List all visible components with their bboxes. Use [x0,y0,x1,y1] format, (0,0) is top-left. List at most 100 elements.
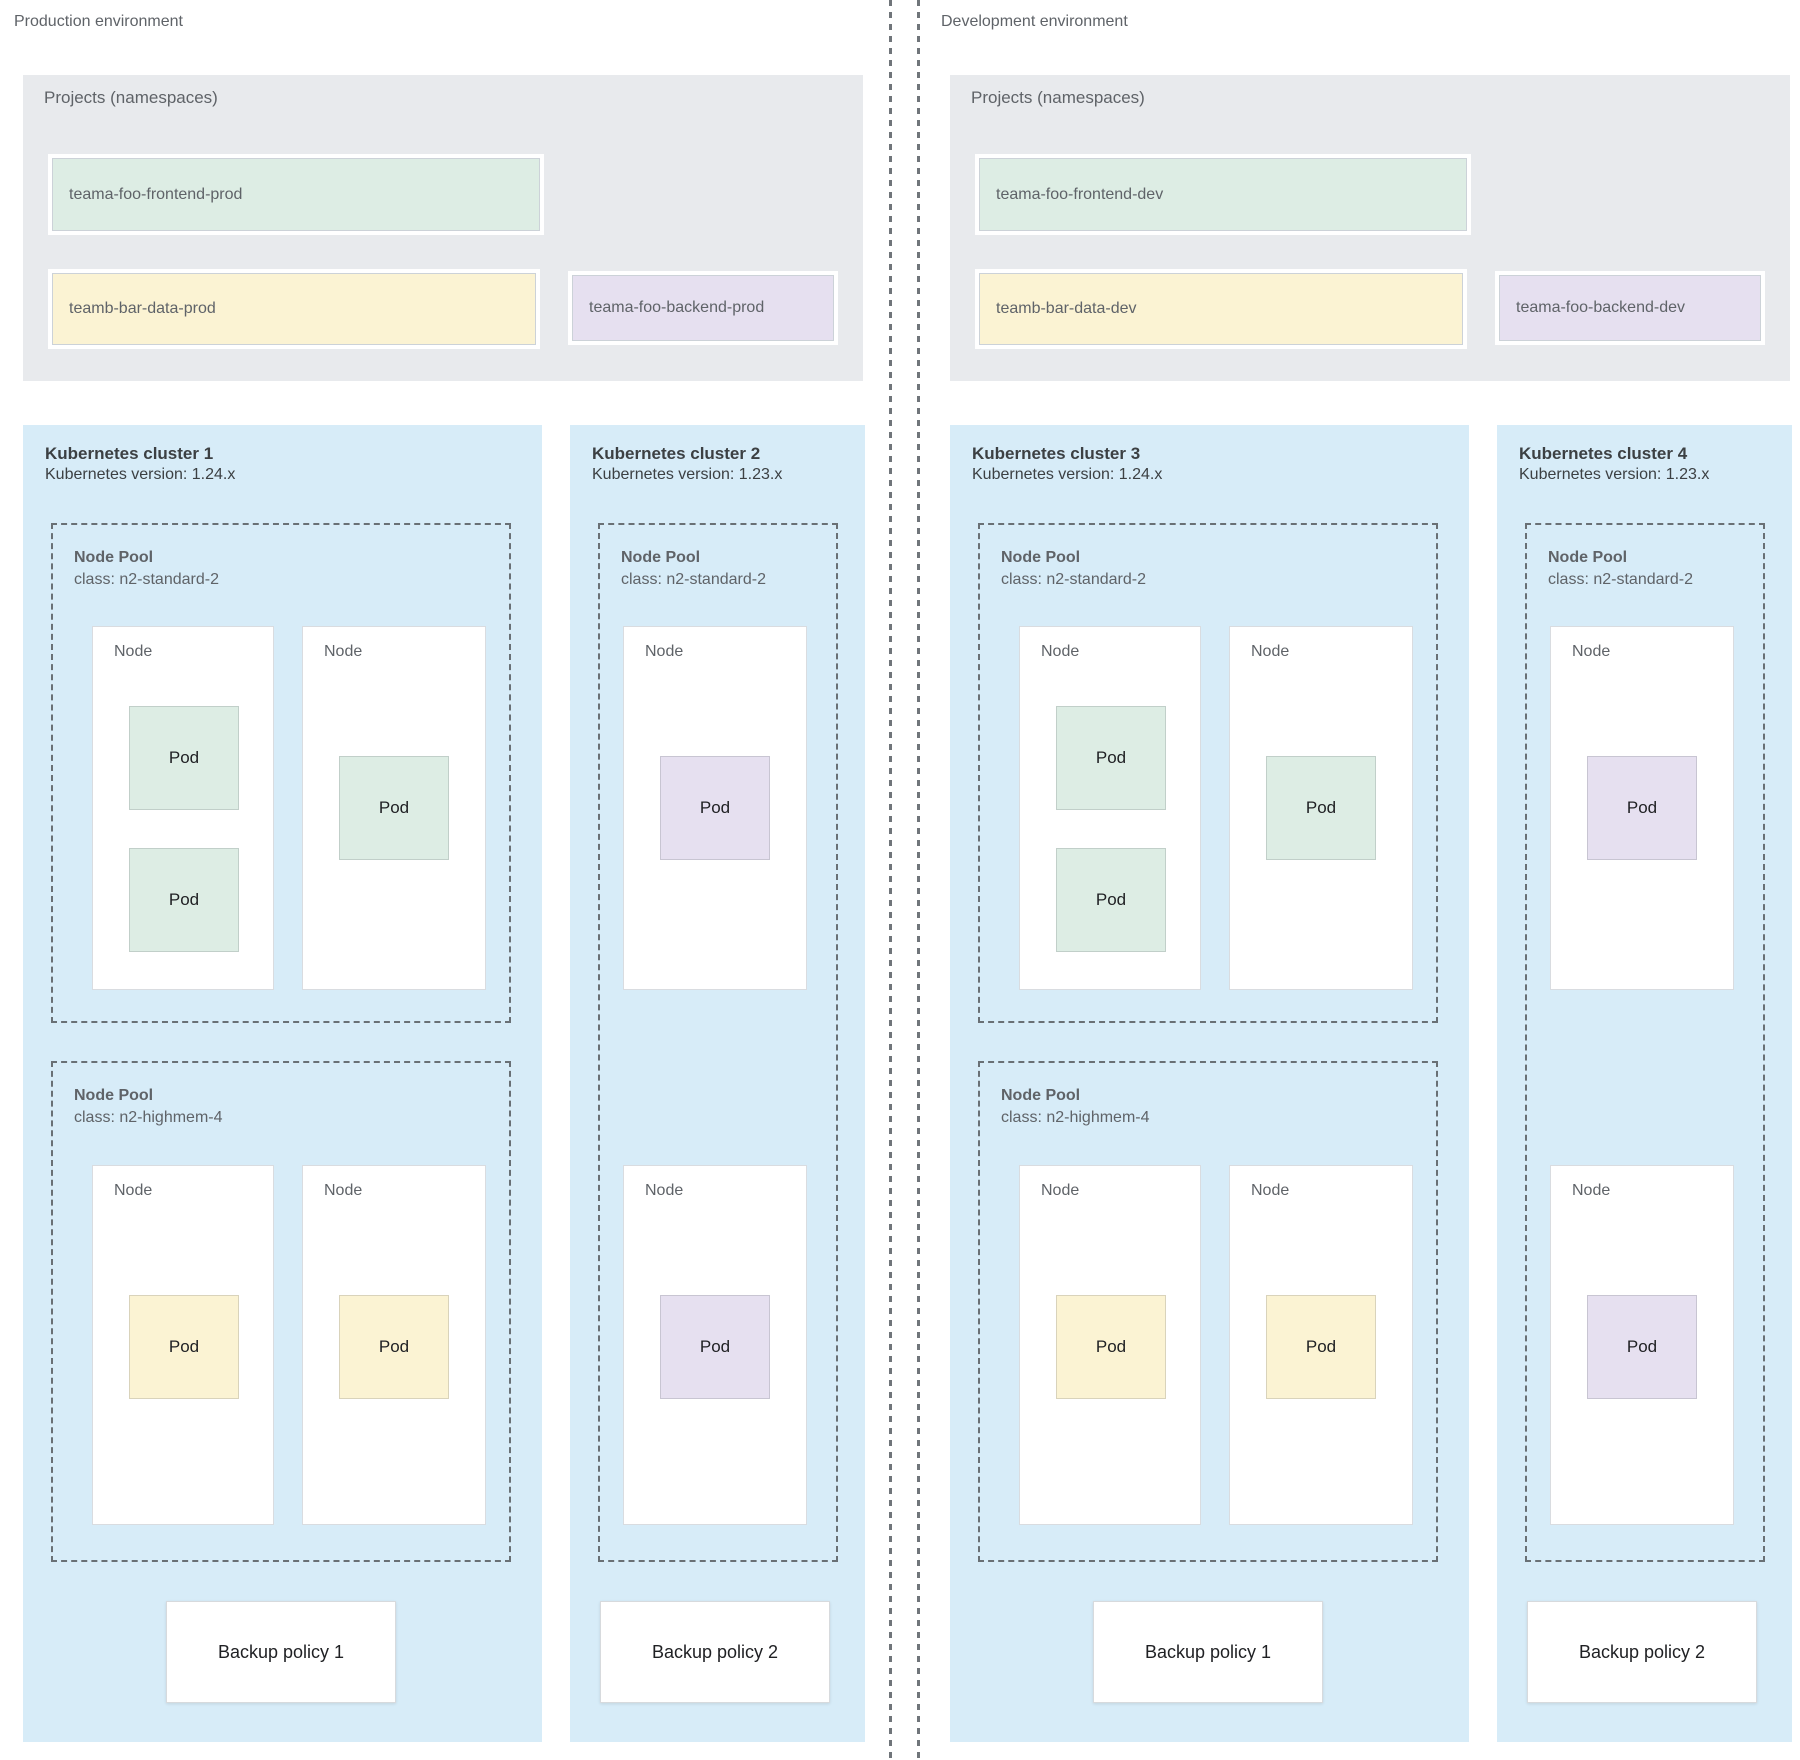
node-pool-title: Node Pool [1001,549,1081,566]
pod-label: Pod [168,1337,200,1356]
node-label: Node [324,1182,363,1199]
node-pool-title: Node Pool [1001,1087,1081,1104]
pod-label: Pod [1305,798,1337,817]
node-pool-class: class: n2-highmem-4 [74,1109,223,1126]
pod: Pod [129,706,239,810]
node: Node Pod [1550,1165,1734,1525]
project-chip: teama-foo-frontend-prod [48,154,544,235]
project-name: teamb-bar-data-dev [996,300,1137,317]
node-pool-class: class: n2-standard-2 [1548,571,1693,588]
node-label: Node [114,643,153,660]
node: Node Pod [1229,1165,1413,1525]
backup-policy: Backup policy 2 [1527,1601,1757,1703]
node-label: Node [645,643,684,660]
node: Node Pod [623,626,807,990]
node-label: Node [1572,643,1611,660]
pod-label: Pod [699,1337,731,1356]
pod-label: Pod [168,748,200,767]
pod-label: Pod [378,798,410,817]
kubernetes-cluster-3: Kubernetes cluster 3 Kubernetes version:… [950,425,1469,1742]
node: Node Pod [1550,626,1734,990]
pod: Pod [339,1295,449,1399]
project-name: teamb-bar-data-prod [69,300,216,317]
pod: Pod [1266,756,1376,860]
node-pool-title: Node Pool [74,549,154,566]
environment-label: Development environment [941,13,1128,30]
cluster-version: Kubernetes version: 1.23.x [592,466,783,483]
node-pool-class: class: n2-standard-2 [621,571,766,588]
backup-policy-label: Backup policy 1 [217,1641,345,1662]
project-chip: teamb-bar-data-prod [48,269,540,349]
pod: Pod [1266,1295,1376,1399]
pod: Pod [1056,706,1166,810]
node-pool: Node Pool class: n2-highmem-4 Node Pod N… [978,1061,1438,1562]
cluster-version: Kubernetes version: 1.24.x [45,466,236,483]
node-label: Node [1572,1182,1611,1199]
pod: Pod [1587,1295,1697,1399]
node: Node Pod Pod [92,626,274,990]
project-chip: teamb-bar-data-dev [975,269,1467,349]
kubernetes-cluster-4: Kubernetes cluster 4 Kubernetes version:… [1497,425,1792,1742]
node: Node Pod [1229,626,1413,990]
projects-panel-title: Projects (namespaces) [44,88,218,107]
projects-panel-title: Projects (namespaces) [971,88,1145,107]
node: Node Pod [302,1165,486,1525]
pod-label: Pod [1626,798,1658,817]
node-label: Node [1041,1182,1080,1199]
environment-divider-line-left [889,0,892,1760]
pod: Pod [129,1295,239,1399]
node: Node Pod [302,626,486,990]
project-chip: teama-foo-backend-dev [1495,271,1765,345]
pod: Pod [660,756,770,860]
pod: Pod [129,848,239,952]
project-name: teama-foo-backend-prod [589,299,765,316]
project-name: teama-foo-frontend-dev [996,185,1164,203]
cluster-title: Kubernetes cluster 1 [45,444,214,463]
project-name: teama-foo-frontend-prod [69,185,243,203]
projects-panel: Projects (namespaces) teama-foo-frontend… [23,75,863,381]
backup-policy: Backup policy 2 [600,1601,830,1703]
cluster-title: Kubernetes cluster 4 [1519,444,1688,463]
node-pool: Node Pool class: n2-highmem-4 Node Pod N… [51,1061,511,1562]
backup-policy: Backup policy 1 [166,1601,396,1703]
pod: Pod [1056,848,1166,952]
node: Node Pod [1019,1165,1201,1525]
cluster-title: Kubernetes cluster 2 [592,444,761,463]
node-label: Node [114,1182,153,1199]
cluster-title: Kubernetes cluster 3 [972,444,1141,463]
pod-label: Pod [699,798,731,817]
development-environment: Development environment Projects (namesp… [927,0,1800,1760]
project-chip: teama-foo-frontend-dev [975,154,1471,235]
node-pool: Node Pool class: n2-standard-2 Node Pod … [598,523,838,1562]
node-label: Node [1041,643,1080,660]
node-pool-title: Node Pool [1548,549,1628,566]
node-pool: Node Pool class: n2-standard-2 Node Pod … [978,523,1438,1023]
node-pool-title: Node Pool [74,1087,154,1104]
pod-label: Pod [1305,1337,1337,1356]
node-pool-title: Node Pool [621,549,701,566]
backup-policy: Backup policy 1 [1093,1601,1323,1703]
kubernetes-cluster-1: Kubernetes cluster 1 Kubernetes version:… [23,425,542,1742]
backup-policy-label: Backup policy 2 [1578,1641,1706,1662]
cluster-version: Kubernetes version: 1.24.x [972,466,1163,483]
backup-policy-label: Backup policy 1 [1144,1641,1272,1662]
node-pool-class: class: n2-standard-2 [1001,571,1146,588]
project-name: teama-foo-backend-dev [1516,299,1685,316]
pod-label: Pod [378,1337,410,1356]
node-label: Node [645,1182,684,1199]
node-label: Node [1251,1182,1290,1199]
node-pool-class: class: n2-standard-2 [74,571,219,588]
pod-label: Pod [168,890,200,909]
pod: Pod [339,756,449,860]
pod: Pod [660,1295,770,1399]
pod-label: Pod [1095,890,1127,909]
kubernetes-cluster-2: Kubernetes cluster 2 Kubernetes version:… [570,425,865,1742]
project-chip: teama-foo-backend-prod [568,271,838,345]
pod-label: Pod [1626,1337,1658,1356]
pod-label: Pod [1095,1337,1127,1356]
cluster-version: Kubernetes version: 1.23.x [1519,466,1710,483]
node-pool: Node Pool class: n2-standard-2 Node Pod … [51,523,511,1023]
pod: Pod [1056,1295,1166,1399]
production-environment: Production environment Projects (namespa… [0,0,873,1760]
